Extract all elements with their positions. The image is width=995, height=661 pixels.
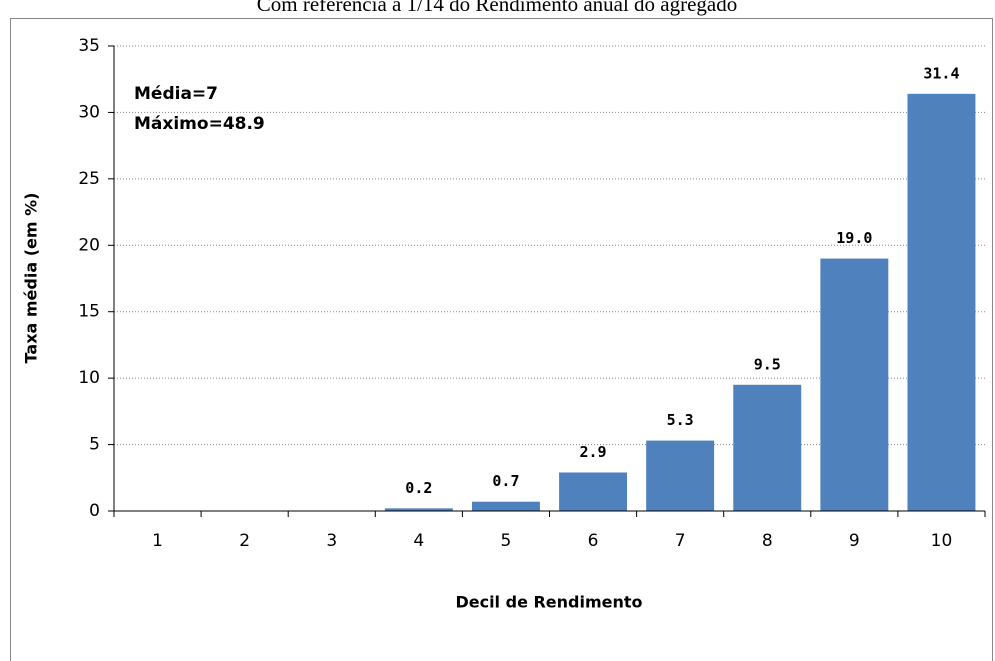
data-label: 19.0 [836,229,872,247]
data-label: 2.9 [580,443,607,461]
bar [646,440,715,511]
data-label: 31.4 [923,64,959,82]
bar [907,93,976,511]
y-tick-label: 10 [78,368,100,388]
x-axis-label: Decil de Rendimento [455,593,642,612]
x-tick-label: 2 [239,531,250,551]
bar [559,472,628,511]
bar [733,384,802,511]
y-tick-label: 30 [78,102,100,122]
bar [820,258,889,511]
x-tick-label: 8 [762,531,773,551]
x-tick-label: 7 [675,531,686,551]
data-label: 0.7 [492,472,519,490]
annotation: Máximo=48.9 [134,114,265,134]
chart-title: Com referência a 1/14 do Rendimento anua… [257,0,738,16]
bar [384,508,453,511]
data-label: 5.3 [667,411,694,429]
x-tick-label: 5 [501,531,512,551]
x-tick-label: 10 [931,531,953,551]
y-tick-label: 0 [89,501,100,521]
x-tick-label: 9 [849,531,860,551]
y-tick-label: 20 [78,235,100,255]
y-tick-label: 15 [78,302,100,322]
annotation: Média=7 [134,84,218,104]
data-label: 0.2 [405,479,432,497]
data-label: 9.5 [754,355,781,373]
x-tick-label: 4 [413,531,424,551]
y-tick-label: 25 [78,169,100,189]
bar [471,501,540,511]
x-tick-label: 1 [152,531,163,551]
x-tick-label: 3 [326,531,337,551]
y-tick-label: 5 [89,435,100,455]
y-tick-label: 35 [78,36,100,56]
x-tick-label: 6 [588,531,599,551]
y-axis-label: Taxa média (em %) [22,193,41,364]
